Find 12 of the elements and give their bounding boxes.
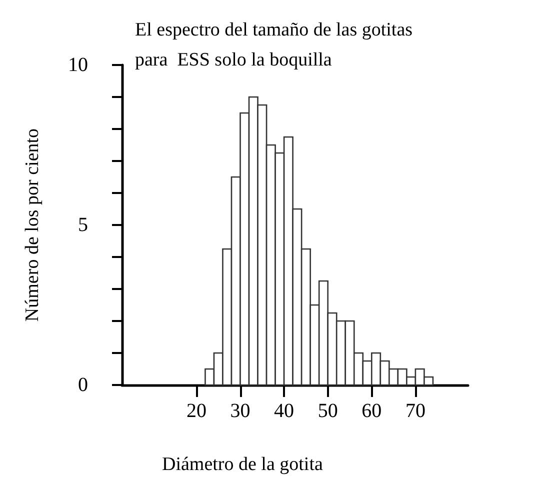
- x-axis-title: Diámetro de la gotita: [162, 454, 324, 475]
- y-axis-title: Número de los por ciento: [22, 128, 43, 322]
- x-tick-label: 60: [362, 400, 382, 422]
- y-tick-label: 5: [78, 214, 88, 236]
- x-tick-label: 50: [318, 400, 338, 422]
- x-tick-label: 40: [274, 400, 294, 422]
- x-tick-label: 30: [230, 400, 250, 422]
- y-tick-label: 10: [68, 54, 88, 76]
- chart-title: El espectro del tamaño de las gotitas para ESS solo la boquilla: [135, 20, 413, 70]
- y-tick-label: 0: [78, 374, 88, 396]
- x-tick-label: 70: [405, 400, 426, 422]
- x-tick-label: 20: [186, 400, 206, 422]
